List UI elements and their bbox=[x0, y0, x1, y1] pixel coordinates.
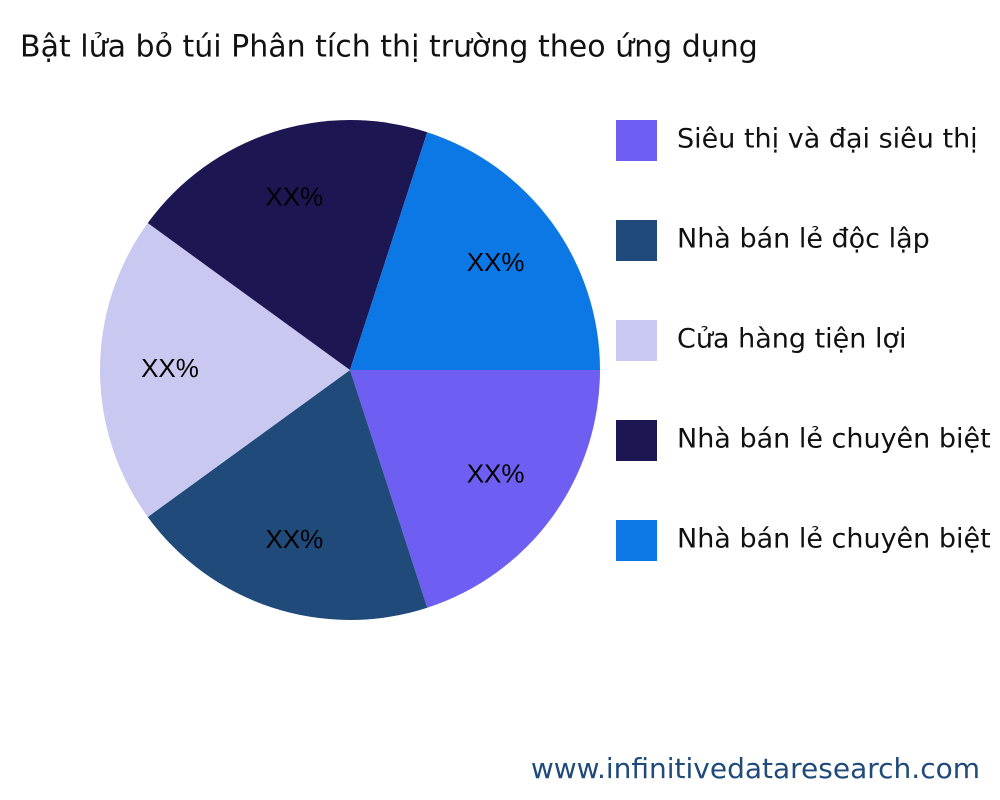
slice-label: XX% bbox=[265, 182, 323, 212]
pie-slice bbox=[147, 120, 428, 370]
legend-swatch bbox=[616, 320, 657, 361]
legend-swatch bbox=[616, 520, 657, 561]
pie-slice bbox=[350, 370, 600, 608]
legend-label: Nhà bán lẻ chuyên biệt bbox=[677, 524, 991, 555]
slice-label: XX% bbox=[467, 247, 525, 277]
pie-slice bbox=[100, 223, 350, 517]
legend-swatch bbox=[616, 420, 657, 461]
legend-swatch bbox=[616, 120, 657, 161]
legend-swatch bbox=[616, 220, 657, 261]
legend-label: Cửa hàng tiện lợi bbox=[677, 324, 907, 355]
slice-label: XX% bbox=[467, 459, 525, 489]
slice-label: XX% bbox=[141, 353, 199, 383]
legend-label: Nhà bán lẻ chuyên biệt bbox=[677, 424, 991, 455]
pie-slice bbox=[350, 132, 600, 370]
pie-slice bbox=[147, 370, 428, 620]
source: www.infinitivedataresearch.com bbox=[531, 752, 980, 785]
slice-label: XX% bbox=[265, 524, 323, 554]
legend-label: Nhà bán lẻ độc lập bbox=[677, 224, 930, 255]
chart-title: Bật lửa bỏ túi Phân tích thị trường theo… bbox=[20, 30, 758, 65]
legend-label: Siêu thị và đại siêu thị bbox=[677, 124, 978, 155]
